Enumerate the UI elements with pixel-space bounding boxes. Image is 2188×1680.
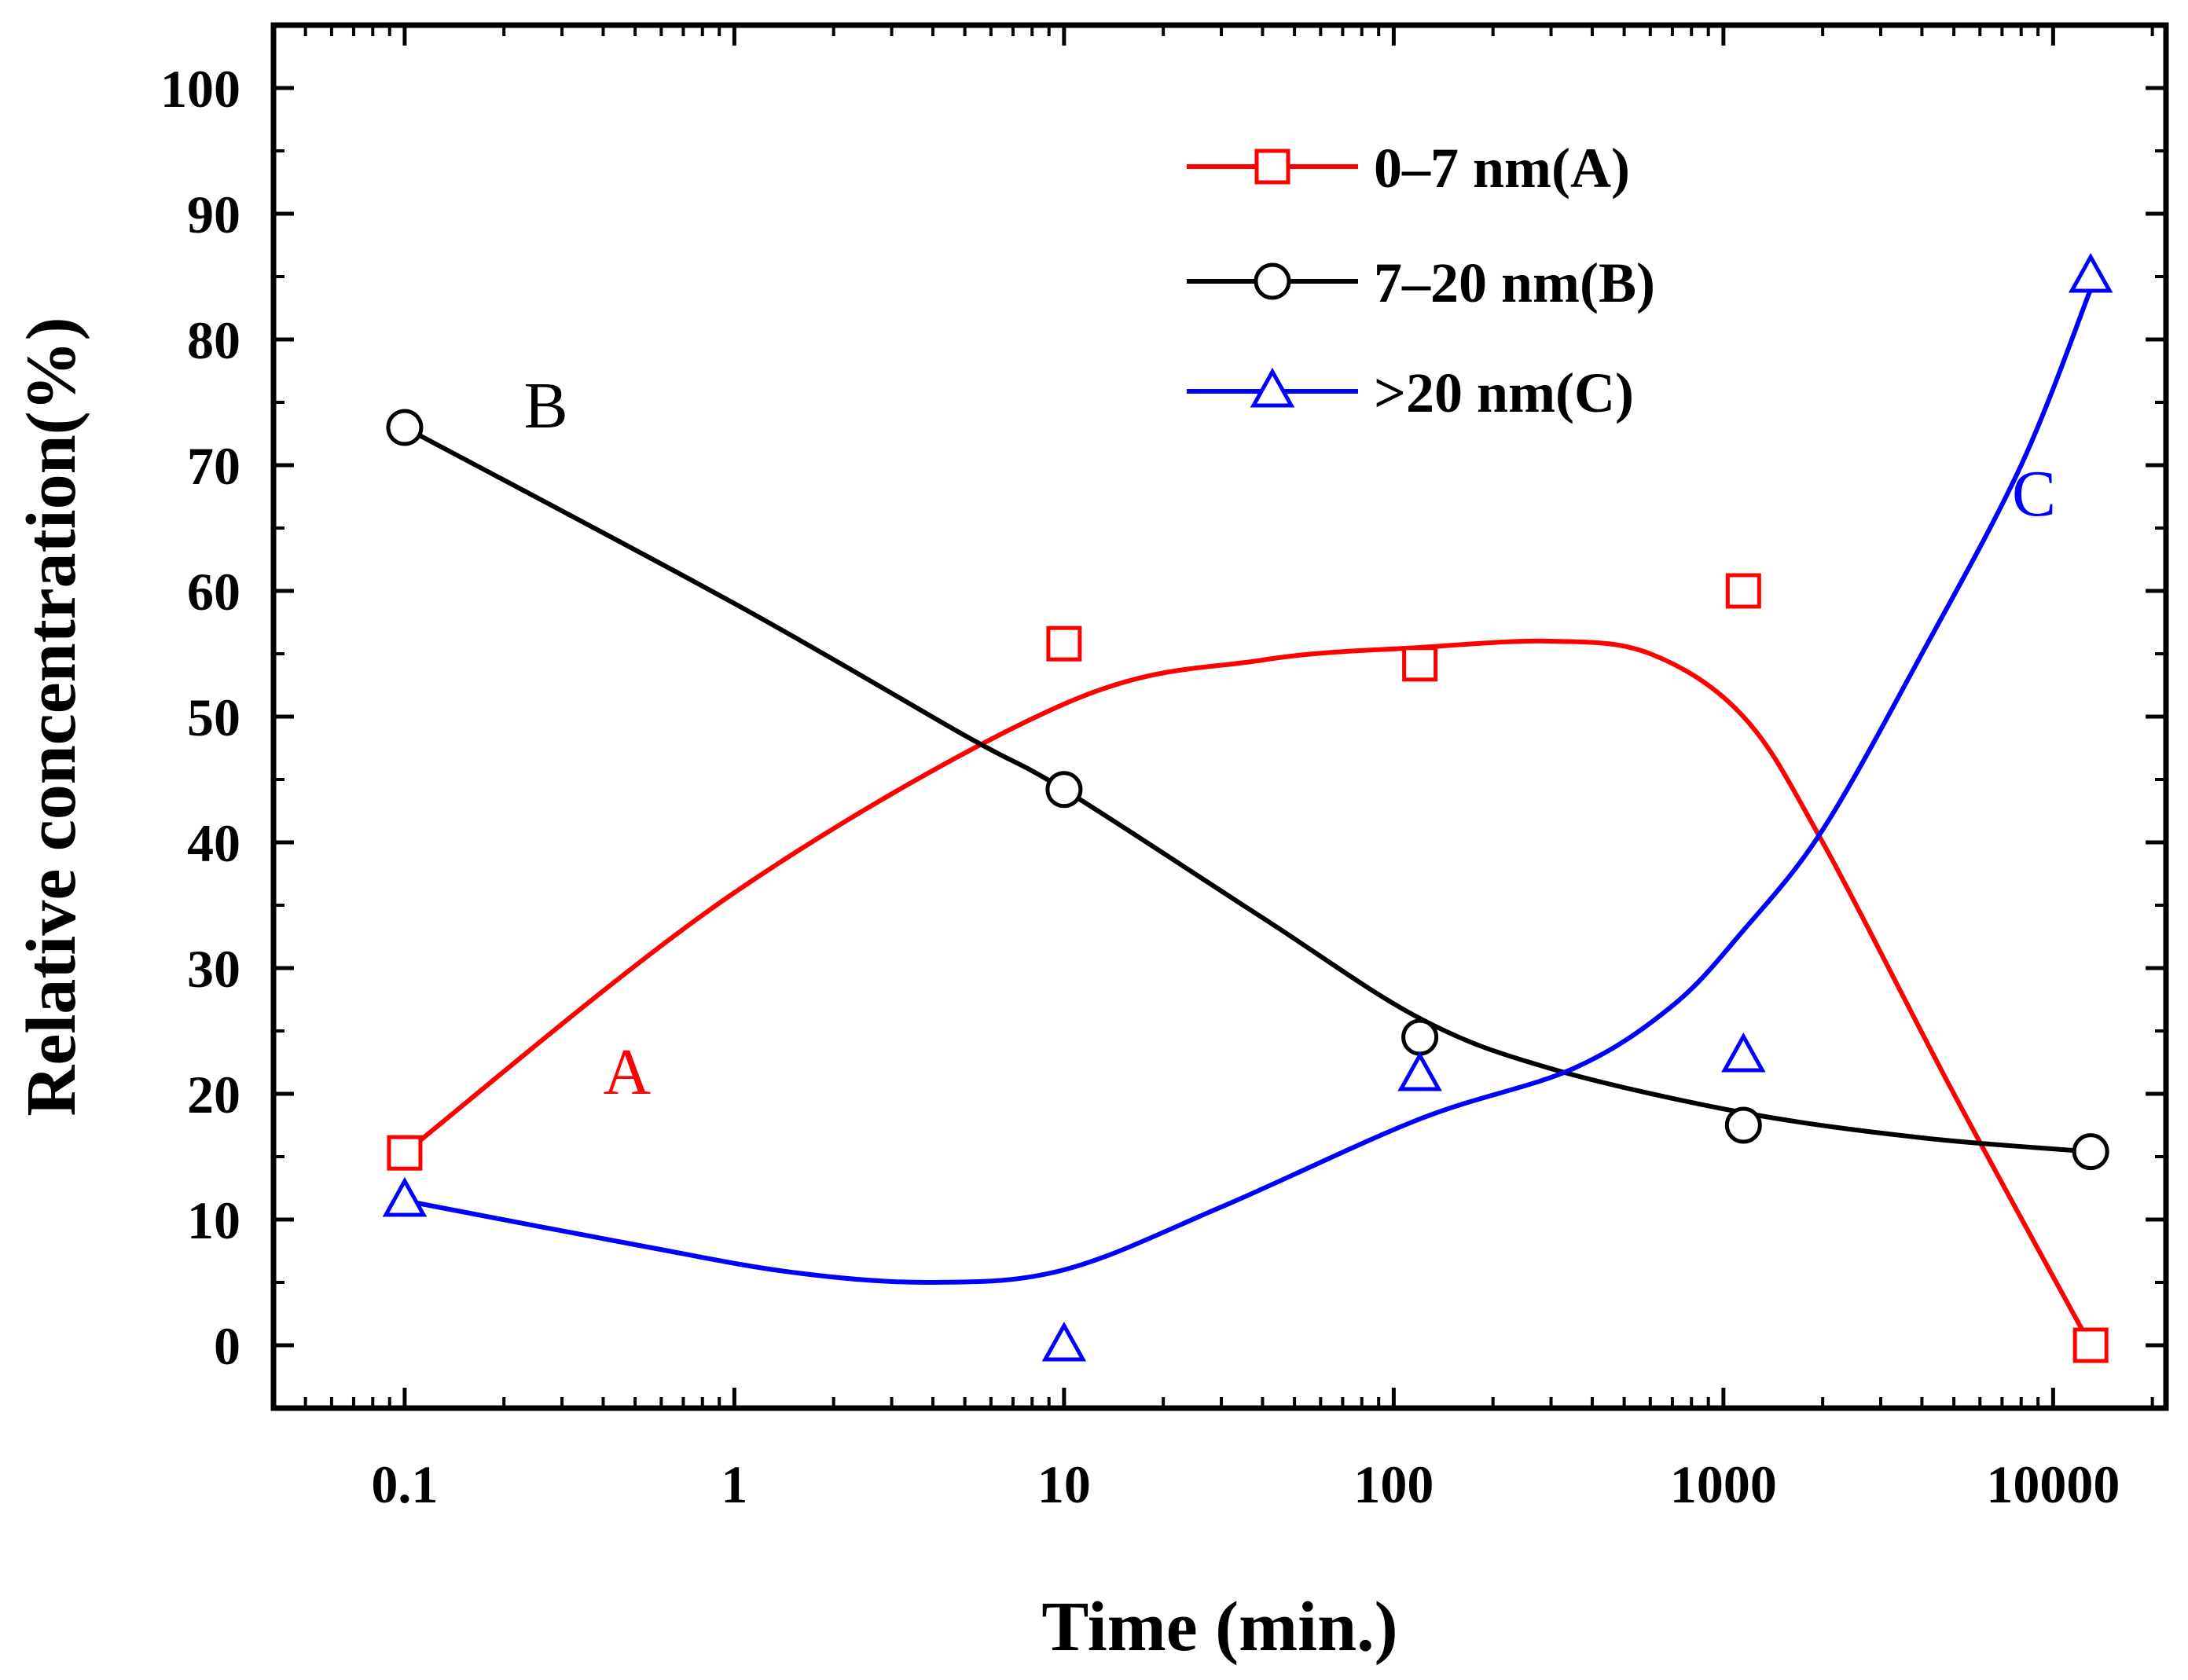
curve-label-C: C bbox=[2012, 457, 2056, 530]
fit-curve-B bbox=[403, 425, 2091, 1154]
data-point-C bbox=[2068, 252, 2113, 293]
y-tick-label: 50 bbox=[187, 688, 240, 747]
data-point-A bbox=[1725, 573, 1761, 609]
data-point-B bbox=[1724, 1106, 1762, 1144]
y-tick-label: 10 bbox=[187, 1190, 240, 1250]
axis-tick-labels: 0.1 1 10 100 1000 10000 0 10 20 30 40 50 60 70 80 90 100 bbox=[160, 59, 2120, 1514]
legend-label-B: 7–20 nm(B) bbox=[1374, 251, 1655, 314]
data-point-C bbox=[1041, 1321, 1087, 1362]
fit-curve-C bbox=[404, 288, 2093, 1286]
x-tick-label: 10 bbox=[1037, 1454, 1091, 1514]
curve-label-A: A bbox=[603, 1036, 651, 1109]
y-tick-label: 40 bbox=[187, 813, 240, 873]
data-point-C bbox=[1721, 1032, 1766, 1073]
data-point-C bbox=[382, 1176, 428, 1217]
y-axis-title: Relative concentration(%) bbox=[13, 317, 90, 1116]
plot-frame bbox=[270, 22, 2169, 1411]
legend: 0–7 nm(A) 7–20 nm(B) >20 nm(C) bbox=[1187, 137, 1655, 424]
y-tick-label: 80 bbox=[187, 310, 240, 370]
curve-label-B: B bbox=[524, 369, 568, 442]
y-tick-label: 60 bbox=[187, 562, 240, 622]
data-point-C bbox=[1397, 1051, 1442, 1091]
data-point-A bbox=[2072, 1327, 2109, 1363]
data-markers bbox=[382, 252, 2113, 1363]
x-tick-label: 100 bbox=[1353, 1454, 1434, 1514]
data-point-B bbox=[1045, 771, 1083, 809]
data-point-A bbox=[387, 1135, 423, 1171]
legend-marker-C bbox=[1250, 367, 1295, 408]
y-tick-label: 70 bbox=[187, 436, 240, 496]
fit-curve-A bbox=[403, 638, 2093, 1347]
x-tick-label: 1 bbox=[721, 1454, 747, 1514]
legend-marker-B bbox=[1254, 262, 1291, 300]
x-tick-label: 10000 bbox=[1986, 1454, 2120, 1514]
x-axis-title: Time (min.) bbox=[1041, 1588, 1397, 1666]
data-point-B bbox=[386, 409, 424, 446]
data-point-A bbox=[1402, 646, 1438, 682]
y-tick-label: 30 bbox=[187, 939, 240, 999]
legend-label-C: >20 nm(C) bbox=[1374, 361, 1634, 424]
data-point-A bbox=[1046, 625, 1082, 662]
y-tick-label: 0 bbox=[214, 1316, 240, 1376]
y-tick-label: 100 bbox=[160, 59, 240, 119]
curve-labels: A B C bbox=[524, 369, 2056, 1109]
data-point-B bbox=[2072, 1133, 2109, 1171]
x-tick-label: 0.1 bbox=[371, 1454, 438, 1514]
y-tick-label: 20 bbox=[187, 1065, 240, 1124]
fit-curves bbox=[403, 288, 2093, 1347]
y-tick-label: 90 bbox=[187, 185, 240, 244]
legend-marker-A bbox=[1254, 149, 1290, 185]
legend-label-A: 0–7 nm(A) bbox=[1374, 137, 1630, 200]
x-tick-label: 1000 bbox=[1670, 1454, 1777, 1514]
data-point-B bbox=[1401, 1018, 1439, 1056]
